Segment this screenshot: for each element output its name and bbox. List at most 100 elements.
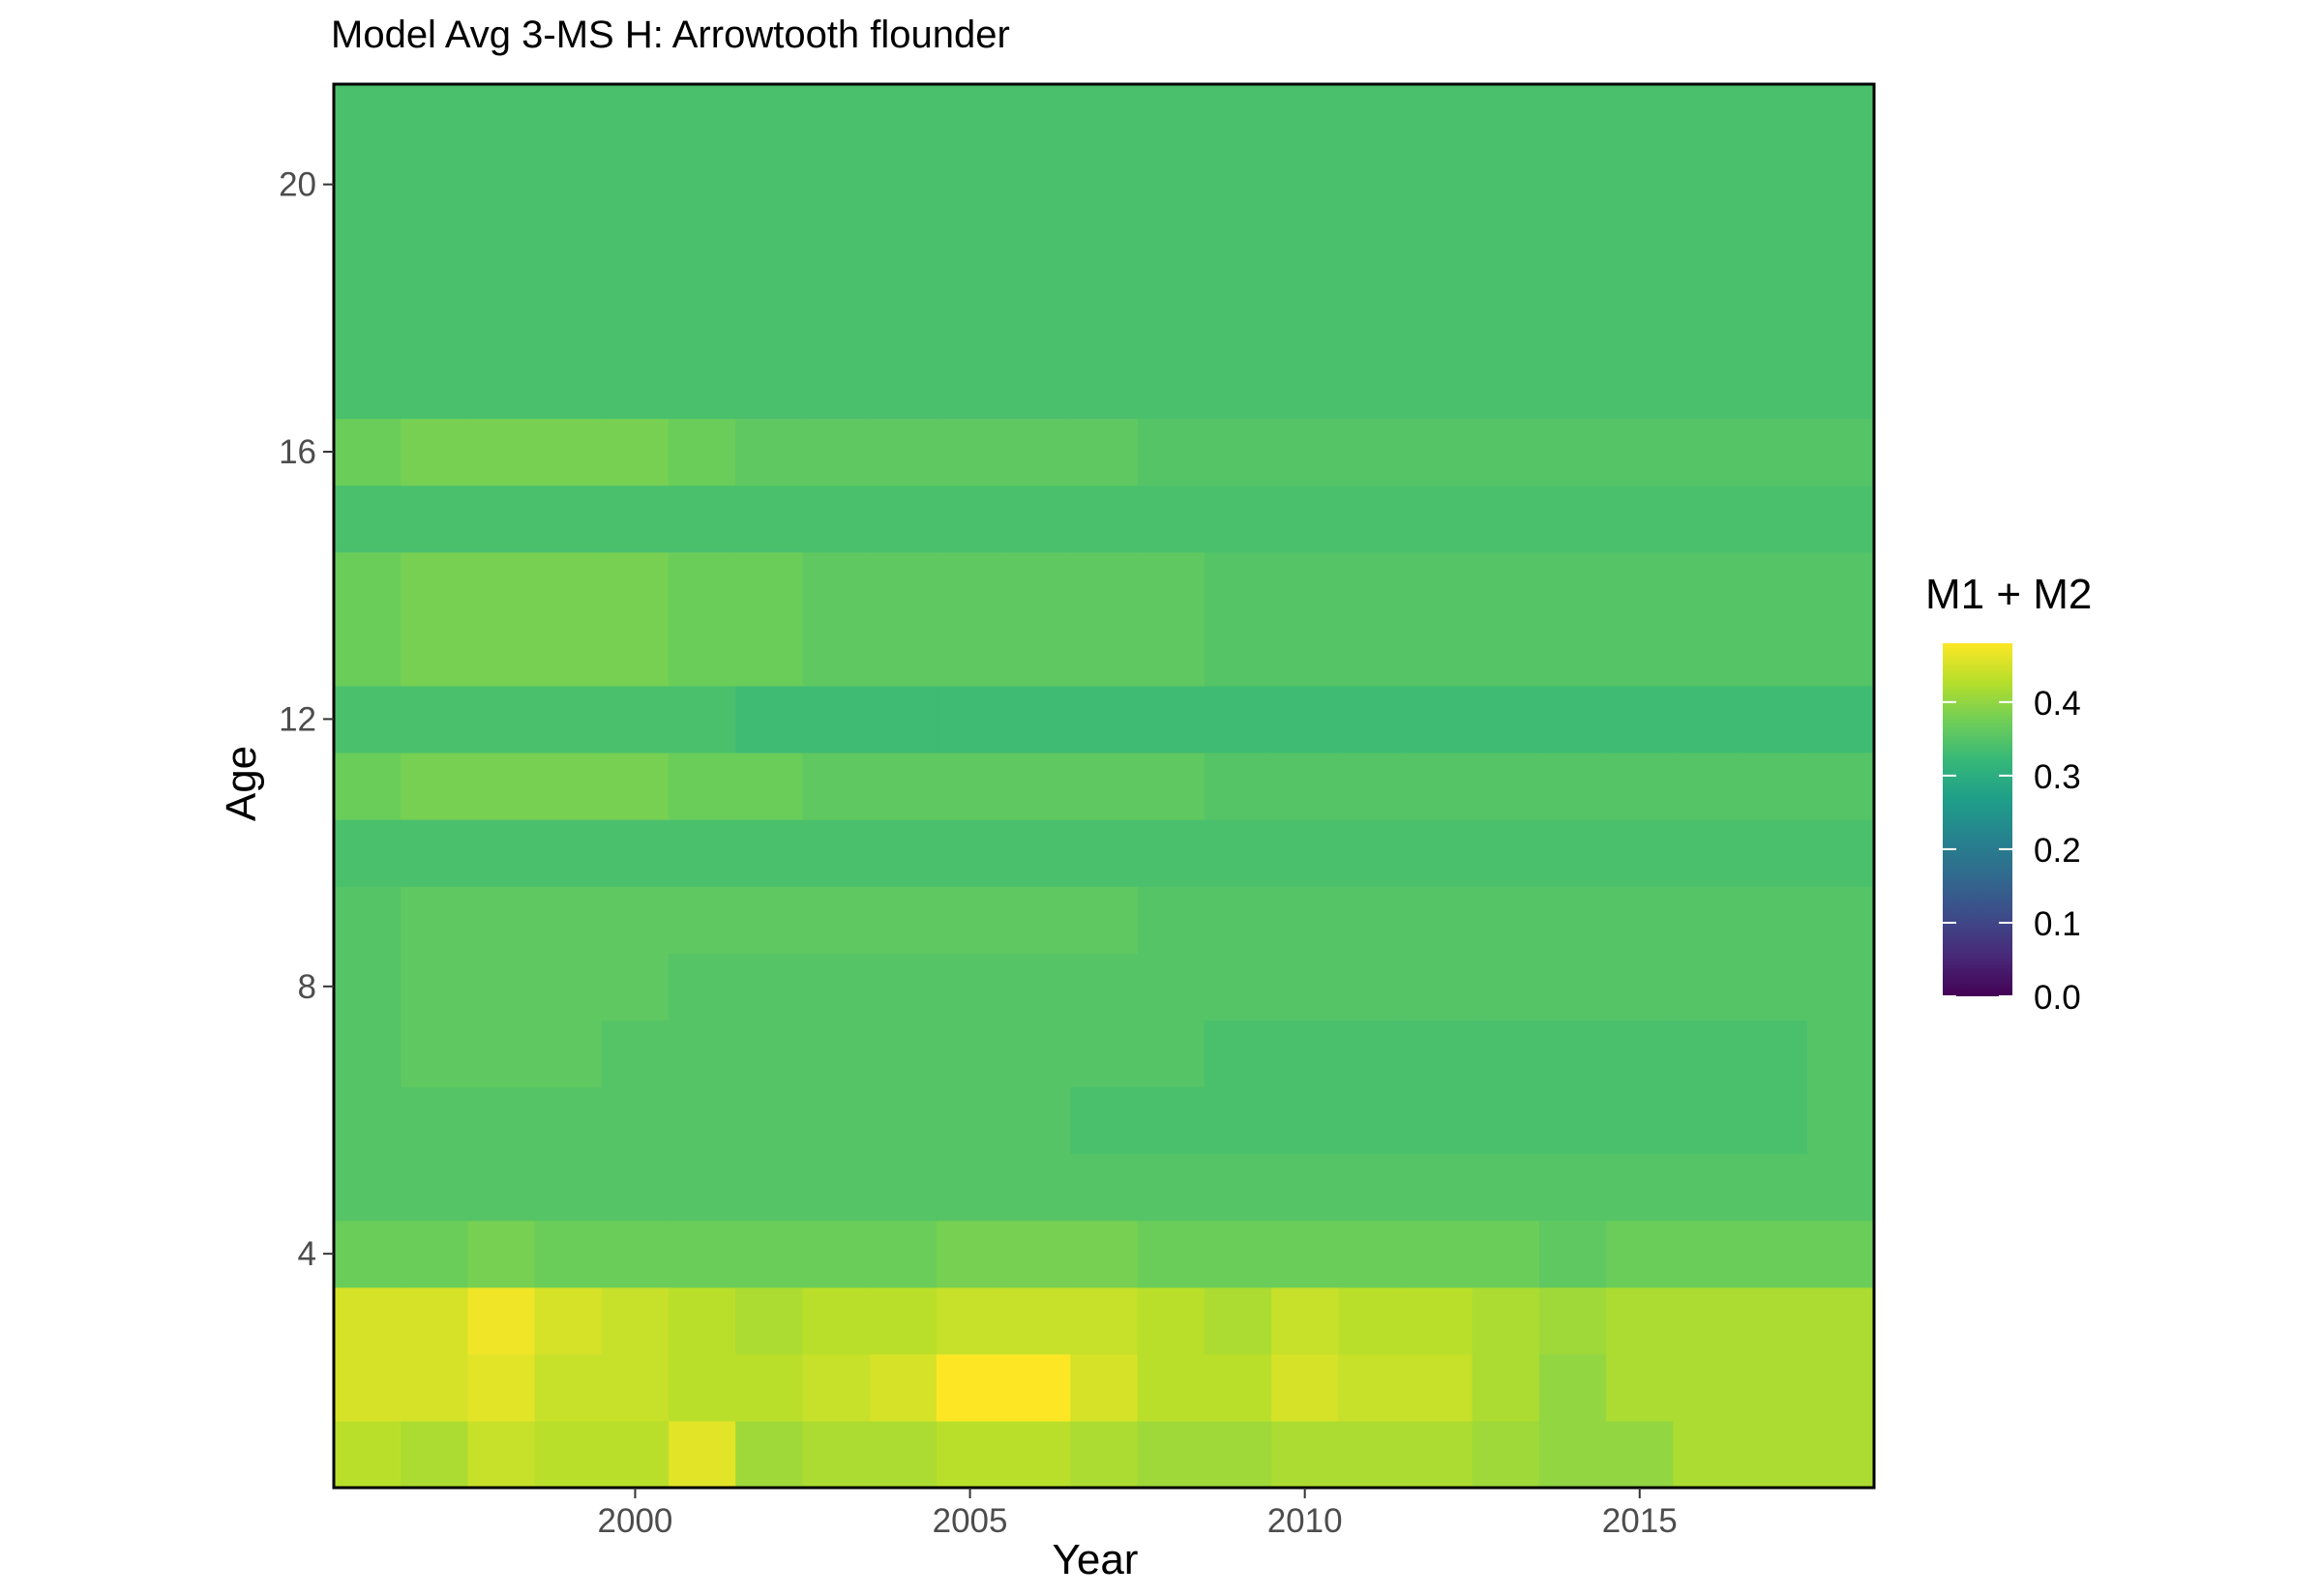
- heatmap-tile: [1472, 151, 1540, 219]
- heatmap-tile: [334, 218, 402, 285]
- heatmap-tile: [1740, 1086, 1808, 1155]
- heatmap-tile: [334, 1153, 402, 1222]
- heatmap-tile: [669, 1086, 736, 1155]
- heatmap-tile: [936, 218, 1004, 285]
- heatmap-tile: [1137, 819, 1206, 887]
- heatmap-tile: [1673, 886, 1742, 954]
- heatmap-tile: [1137, 953, 1206, 1020]
- heatmap-tile: [1538, 551, 1607, 620]
- heatmap-tile: [401, 218, 469, 285]
- heatmap-tile: [1271, 1020, 1339, 1088]
- heatmap-tile: [334, 1086, 402, 1155]
- heatmap-tile: [1740, 1420, 1808, 1489]
- heatmap-tile: [401, 953, 469, 1020]
- heatmap-tile: [1003, 551, 1071, 620]
- heatmap-tile: [1338, 284, 1407, 352]
- heatmap-tile: [1673, 551, 1742, 620]
- heatmap-tile: [1673, 284, 1742, 352]
- heatmap-tile: [1003, 284, 1071, 352]
- heatmap-tile: [1405, 953, 1474, 1020]
- heatmap-tile: [1740, 485, 1808, 553]
- heatmap-tile: [1806, 819, 1875, 887]
- heatmap-tile: [1472, 685, 1540, 754]
- heatmap-tile: [1003, 1286, 1071, 1355]
- y-tick-label: 4: [298, 1235, 316, 1273]
- heatmap-tile: [534, 218, 603, 285]
- heatmap-tile: [1740, 1286, 1808, 1355]
- heatmap-tile: [669, 685, 736, 754]
- heatmap-tile: [534, 1153, 603, 1222]
- heatmap-tile: [802, 1086, 871, 1155]
- heatmap-tile: [534, 618, 603, 687]
- heatmap-tile: [1338, 1353, 1407, 1422]
- heatmap-tile: [1137, 1353, 1206, 1422]
- heatmap-tile: [936, 886, 1004, 954]
- heatmap-tile: [1338, 886, 1407, 954]
- heatmap-tile: [1271, 418, 1339, 487]
- heatmap-tile: [1204, 1353, 1272, 1422]
- heatmap-tile: [869, 551, 938, 620]
- heatmap-tile: [802, 151, 871, 219]
- heatmap-tile: [1137, 685, 1206, 754]
- heatmap-tile: [802, 819, 871, 887]
- heatmap-tile: [735, 218, 804, 285]
- heatmap-tile: [1806, 284, 1875, 352]
- heatmap-tile: [1806, 1220, 1875, 1288]
- heatmap-tile: [1472, 84, 1540, 152]
- heatmap-tile: [802, 685, 871, 754]
- heatmap-tile: [735, 284, 804, 352]
- heatmap-tile: [1740, 1220, 1808, 1288]
- heatmap-tile: [1338, 953, 1407, 1020]
- heatmap-tile: [1338, 1086, 1407, 1155]
- heatmap-tile: [1740, 819, 1808, 887]
- y-tick-label: 8: [298, 968, 316, 1006]
- heatmap-tile: [1204, 485, 1272, 553]
- heatmap-tile: [1472, 1153, 1540, 1222]
- heatmap-tile: [1806, 1286, 1875, 1355]
- heatmap-tile: [735, 1086, 804, 1155]
- heatmap-tile: [1405, 351, 1474, 420]
- heatmap-tile: [1003, 752, 1071, 820]
- heatmap-tile: [534, 1286, 603, 1355]
- heatmap-tile: [869, 1153, 938, 1222]
- heatmap-tile: [601, 151, 670, 219]
- heatmap-tile: [669, 551, 736, 620]
- heatmap-tile: [1740, 1153, 1808, 1222]
- heatmap-tile: [1338, 418, 1407, 487]
- heatmap-tile: [1606, 551, 1674, 620]
- heatmap-tile: [1472, 218, 1540, 285]
- heatmap-tile: [802, 418, 871, 487]
- heatmap-tile: [1003, 1153, 1071, 1222]
- heatmap-tile: [467, 351, 536, 420]
- heatmap-tile: [401, 284, 469, 352]
- heatmap-tile: [1271, 151, 1339, 219]
- heatmap-tile: [1606, 151, 1674, 219]
- heatmap-tile: [735, 752, 804, 820]
- heatmap-tile: [1806, 1020, 1875, 1088]
- heatmap-tile: [1137, 1153, 1206, 1222]
- heatmap-tile: [1204, 84, 1272, 152]
- heatmap-tile: [869, 418, 938, 487]
- heatmap-tile: [735, 351, 804, 420]
- heatmap-tile: [1204, 351, 1272, 420]
- heatmap-tile: [1673, 1220, 1742, 1288]
- heatmap-tile: [401, 151, 469, 219]
- heatmap-tile: [869, 618, 938, 687]
- heatmap-tile: [1405, 551, 1474, 620]
- heatmap-tile: [467, 418, 536, 487]
- heatmap-tile: [1472, 551, 1540, 620]
- heatmap-tile: [735, 1020, 804, 1088]
- heatmap-tile: [1673, 752, 1742, 820]
- heatmap-tile: [1338, 1020, 1407, 1088]
- heatmap-tile: [467, 685, 536, 754]
- heatmap-tile: [334, 752, 402, 820]
- heatmap-tile: [1405, 618, 1474, 687]
- heatmap-tile: [1538, 618, 1607, 687]
- heatmap-tile: [1338, 218, 1407, 285]
- heatmap-tile: [735, 618, 804, 687]
- heatmap-tile: [1472, 618, 1540, 687]
- heatmap-tile: [669, 953, 736, 1020]
- heatmap-tile: [601, 1086, 670, 1155]
- heatmap-tile: [1405, 1020, 1474, 1088]
- legend-tick-label: 0.0: [2034, 979, 2081, 1017]
